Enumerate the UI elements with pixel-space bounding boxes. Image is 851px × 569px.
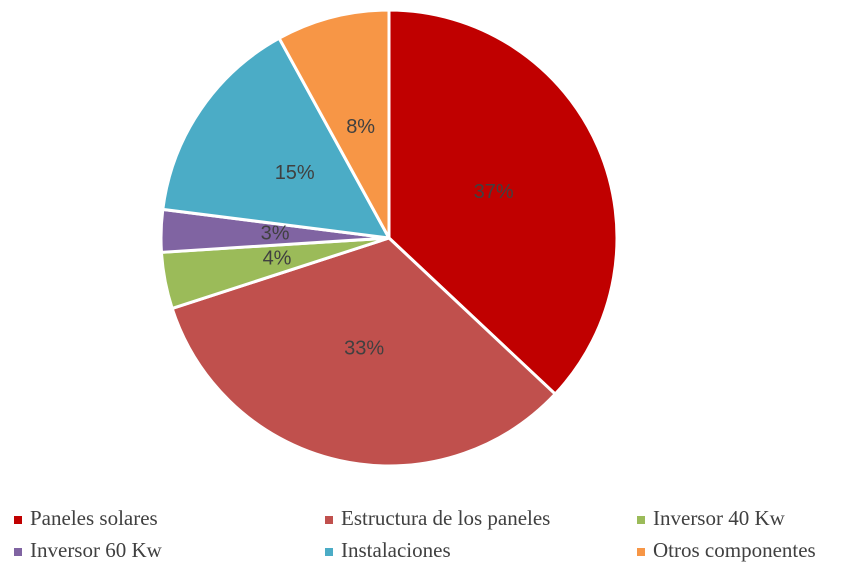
data-label: 15% <box>275 162 315 184</box>
legend-label: Estructura de los paneles <box>341 506 550 530</box>
legend-label: Instalaciones <box>341 538 451 562</box>
pie-slice <box>277 8 391 239</box>
legend-label: Inversor 40 Kw <box>653 506 786 530</box>
legend-swatch <box>325 516 333 524</box>
data-label: 4% <box>263 248 292 270</box>
legend-swatch <box>325 548 333 556</box>
legend-label: Otros componentes <box>653 538 816 562</box>
pie-slice <box>161 36 392 240</box>
legend-swatch <box>14 516 22 524</box>
pie-slice <box>170 236 558 468</box>
legend-swatch <box>637 548 645 556</box>
data-label: 3% <box>261 223 290 245</box>
legend-label: Inversor 60 Kw <box>30 538 163 562</box>
data-label: 33% <box>344 338 384 360</box>
pie-slice <box>387 8 619 397</box>
data-label: 8% <box>346 116 375 138</box>
legend-swatch <box>14 548 22 556</box>
legend-label: Paneles solares <box>30 506 158 530</box>
legend-swatch <box>637 516 645 524</box>
data-label: 37% <box>474 181 514 203</box>
